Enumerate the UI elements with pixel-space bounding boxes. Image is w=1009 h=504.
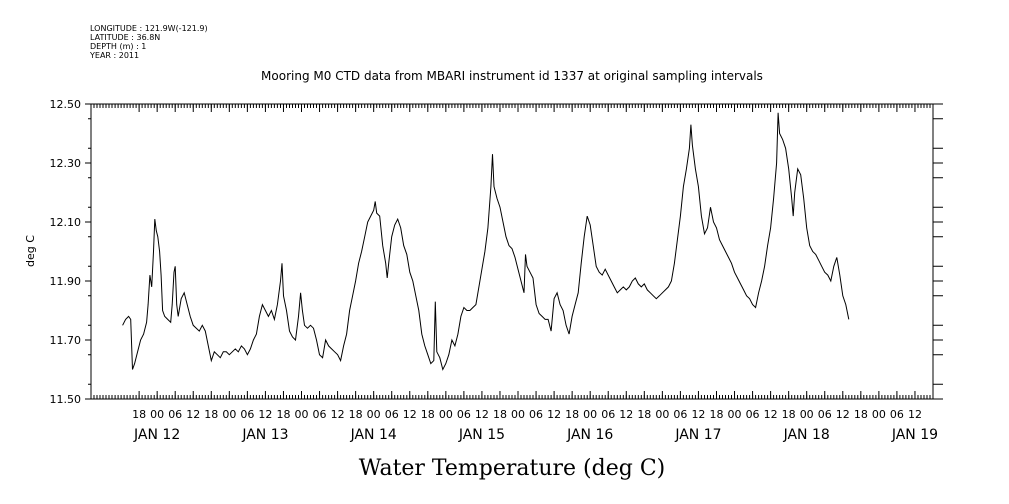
x-hour-label: 12 xyxy=(764,408,778,421)
x-hour-label: 00 xyxy=(728,408,742,421)
x-hour-label: 00 xyxy=(150,408,164,421)
y-tick-label: 11.70 xyxy=(50,334,82,347)
x-hour-label: 12 xyxy=(258,408,272,421)
x-day-label: JAN 17 xyxy=(674,427,721,443)
series-layer xyxy=(122,112,850,371)
x-hour-label: 06 xyxy=(385,408,399,421)
x-hour-label: 06 xyxy=(601,408,615,421)
y-tick-label: 11.50 xyxy=(50,393,82,406)
x-hour-label: 18 xyxy=(349,408,363,421)
x-axis: 18 00 06 12 18 00 06 12 18 00 06 12 18 00 06 12 18 00 06 12… xyxy=(132,104,938,443)
x-day-label: JAN 18 xyxy=(783,427,830,443)
x-hour-label: 18 xyxy=(493,408,507,421)
header-year: YEAR : 2011 xyxy=(89,51,139,60)
header-info: LONGITUDE : 121.9W(-121.9) LATITUDE : 36… xyxy=(89,24,208,60)
y-tick-label: 12.50 xyxy=(50,98,82,111)
x-hour-label: 00 xyxy=(655,408,669,421)
x-hour-label: 18 xyxy=(565,408,579,421)
series-line xyxy=(122,112,850,371)
x-hour-label: 18 xyxy=(782,408,796,421)
x-hour-label: 18 xyxy=(709,408,723,421)
x-hour-label: 06 xyxy=(529,408,543,421)
x-day-label: JAN 15 xyxy=(458,427,505,443)
x-day-label: JAN 12 xyxy=(133,427,180,443)
x-day-label: JAN 13 xyxy=(241,427,288,443)
x-hour-label: 18 xyxy=(132,408,146,421)
x-hour-label: 06 xyxy=(818,408,832,421)
x-hour-label: 12 xyxy=(475,408,489,421)
chart-title: Mooring M0 CTD data from MBARI instrumen… xyxy=(261,69,763,83)
header-longitude: LONGITUDE : 121.9W(-121.9) xyxy=(90,24,208,33)
y-tick-label: 12.10 xyxy=(50,216,82,229)
x-hour-label: 06 xyxy=(746,408,760,421)
header-latitude: LATITUDE : 36.8N xyxy=(90,33,160,42)
x-hour-label: 12 xyxy=(547,408,561,421)
x-hour-label: 00 xyxy=(872,408,886,421)
y-tick-label: 11.90 xyxy=(50,275,82,288)
y-tick-label: 12.30 xyxy=(50,157,82,170)
y-axis-label: deg C xyxy=(24,235,37,267)
x-hour-label: 18 xyxy=(854,408,868,421)
x-hour-label: 00 xyxy=(583,408,597,421)
x-hour-label: 12 xyxy=(908,408,922,421)
y-axis: 11.50 11.70 11.90 12.10 12.30 12.50 xyxy=(50,98,943,406)
x-hour-label: 00 xyxy=(800,408,814,421)
x-hour-label: 06 xyxy=(673,408,687,421)
x-day-label: JAN 14 xyxy=(350,427,397,443)
x-hour-label: 00 xyxy=(367,408,381,421)
x-hour-label: 06 xyxy=(890,408,904,421)
x-hour-label: 18 xyxy=(204,408,218,421)
x-hour-label: 18 xyxy=(276,408,290,421)
x-hour-label: 00 xyxy=(295,408,309,421)
x-hour-label: 12 xyxy=(403,408,417,421)
x-hour-label: 18 xyxy=(637,408,651,421)
x-hour-label: 12 xyxy=(691,408,705,421)
x-hour-label: 00 xyxy=(439,408,453,421)
x-hour-label: 00 xyxy=(222,408,236,421)
x-hour-label: 06 xyxy=(240,408,254,421)
x-hour-label: 12 xyxy=(836,408,850,421)
x-day-label: JAN 19 xyxy=(891,427,938,443)
header-depth: DEPTH (m) : 1 xyxy=(90,42,146,51)
x-hour-label: 18 xyxy=(421,408,435,421)
x-hour-label: 12 xyxy=(619,408,633,421)
x-hour-label: 12 xyxy=(186,408,200,421)
x-hour-label: 06 xyxy=(168,408,182,421)
x-axis-label: Water Temperature (deg C) xyxy=(359,456,666,481)
x-hour-label: 06 xyxy=(313,408,327,421)
x-day-label: JAN 16 xyxy=(566,427,613,443)
x-hour-label: 12 xyxy=(331,408,345,421)
x-hour-label: 06 xyxy=(457,408,471,421)
x-hour-label: 00 xyxy=(511,408,525,421)
